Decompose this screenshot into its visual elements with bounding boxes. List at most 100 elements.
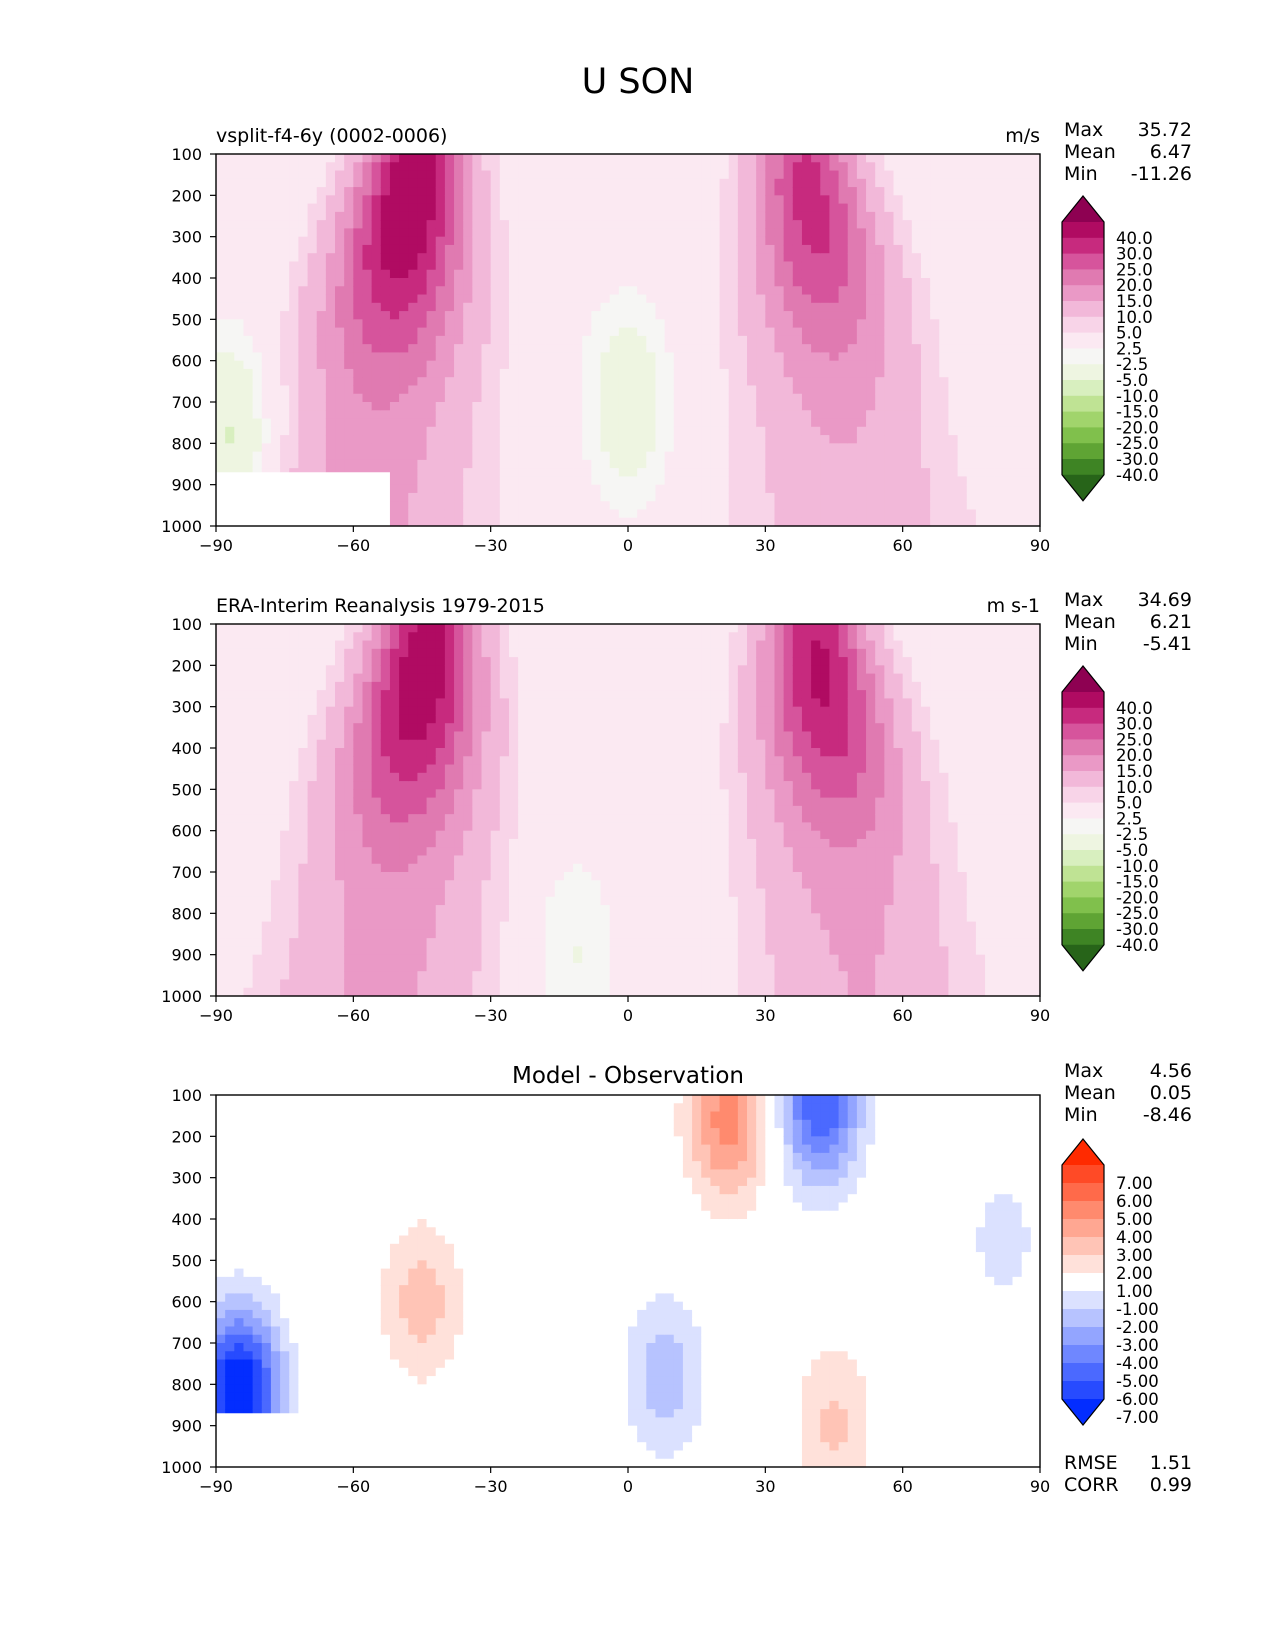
- field-cell: [737, 468, 748, 477]
- field-cell: [508, 269, 519, 279]
- field-cell: [335, 814, 345, 823]
- field-cell: [893, 319, 904, 329]
- colorbar-segment: [1062, 237, 1104, 254]
- field-cell: [847, 327, 858, 337]
- field-cell: [518, 278, 528, 287]
- field-cell: [399, 203, 409, 213]
- field-cell: [609, 377, 620, 387]
- field-cell: [820, 278, 831, 287]
- field-cell: [463, 344, 473, 353]
- field-cell: [325, 327, 336, 337]
- field-cell: [316, 278, 327, 287]
- field-cell: [270, 731, 281, 741]
- field-cell: [399, 484, 409, 494]
- field-cell: [573, 178, 583, 188]
- field-cell: [234, 962, 245, 972]
- field-cell: [481, 261, 492, 271]
- field-cell: [838, 278, 849, 287]
- field-cell: [362, 162, 373, 172]
- field-cell: [371, 979, 382, 989]
- field-cell: [994, 426, 1004, 436]
- field-cell: [225, 451, 235, 461]
- field-cell: [225, 632, 235, 642]
- field-cell: [591, 484, 602, 494]
- field-cell: [866, 211, 876, 221]
- field-cell: [573, 311, 583, 320]
- field-cell: [829, 410, 840, 420]
- field-cell: [298, 657, 309, 666]
- field-cell: [582, 451, 592, 461]
- field-cell: [902, 170, 913, 180]
- field-cell: [801, 203, 812, 213]
- field-cell: [591, 269, 602, 279]
- field-cell: [353, 410, 364, 420]
- field-cell: [225, 459, 235, 469]
- field-cell: [408, 360, 419, 370]
- field-cell: [701, 509, 711, 519]
- field-cell: [435, 220, 446, 229]
- field-cell: [481, 459, 492, 469]
- field-cell: [600, 385, 611, 395]
- field-cell: [957, 459, 968, 469]
- field-cell: [554, 517, 565, 527]
- field-cell: [902, 418, 913, 428]
- field-cell: [948, 492, 959, 502]
- field-cell: [1021, 468, 1032, 477]
- field-cell: [975, 468, 986, 477]
- field-cell: [628, 344, 638, 353]
- field-cell: [298, 971, 309, 981]
- colorbar-segment: [1062, 411, 1104, 428]
- field-cell: [243, 269, 254, 279]
- field-cell: [261, 971, 272, 981]
- field-cell: [600, 154, 611, 163]
- field-cell: [637, 393, 647, 403]
- field-cell: [1030, 393, 1041, 403]
- field-cell: [307, 830, 318, 840]
- field-cell: [820, 426, 831, 436]
- field-cell: [261, 772, 272, 782]
- field-cell: [298, 426, 309, 436]
- field-cell: [536, 195, 547, 205]
- field-cell: [399, 187, 409, 196]
- field-cell: [765, 402, 776, 411]
- field-cell: [591, 236, 602, 246]
- field-cell: [957, 393, 968, 403]
- field-cell: [692, 393, 702, 403]
- field-cell: [307, 443, 318, 453]
- field-cell: [792, 451, 803, 461]
- field-cell: [600, 418, 611, 428]
- field-cell: [747, 501, 757, 511]
- field-cell: [737, 402, 748, 411]
- field-cell: [646, 344, 657, 353]
- field-cell: [518, 368, 528, 378]
- field-cell: [298, 731, 309, 741]
- field-cell: [362, 624, 373, 633]
- field-cell: [243, 971, 254, 981]
- field-cell: [417, 468, 428, 477]
- field-cell: [243, 393, 254, 403]
- field-cell: [307, 451, 318, 461]
- field-cell: [875, 451, 885, 461]
- field-cell: [371, 814, 382, 823]
- field-cell: [747, 443, 757, 453]
- field-cell: [252, 385, 263, 395]
- field-cell: [701, 286, 711, 296]
- field-cell: [527, 344, 538, 353]
- field-cell: [966, 426, 977, 436]
- field-cell: [774, 220, 785, 229]
- field-cell: [847, 178, 858, 188]
- field-cell: [975, 327, 986, 337]
- x-tick-label: 60: [892, 536, 912, 555]
- field-cell: [856, 426, 867, 436]
- field-cell: [289, 954, 299, 964]
- field-cell: [792, 468, 803, 477]
- field-cell: [362, 756, 373, 766]
- field-cell: [985, 187, 995, 196]
- field-cell: [472, 418, 483, 428]
- field-cell: [234, 360, 245, 370]
- field-cell: [481, 410, 492, 420]
- field-cell: [737, 476, 748, 486]
- field-cell: [335, 781, 345, 790]
- field-cell: [875, 468, 885, 477]
- field-cell: [600, 484, 611, 494]
